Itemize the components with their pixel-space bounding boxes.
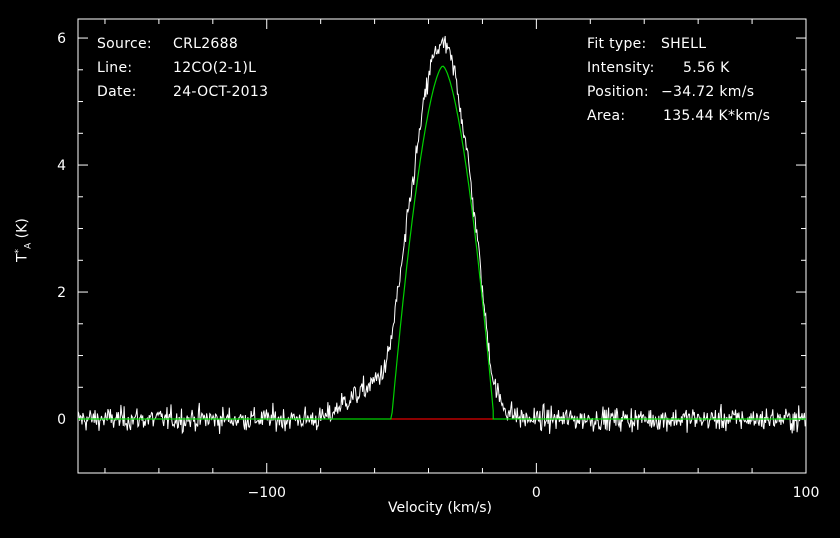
x-tick-label: 0 (532, 485, 541, 501)
y-tick-label: 2 (57, 285, 66, 301)
x-tick-label: −100 (248, 485, 286, 501)
x-axis-label: Velocity (km/s) (387, 500, 493, 516)
info-line: Line: 12CO(2-1)L (97, 60, 257, 76)
info-date: Date: 24-OCT-2013 (97, 84, 269, 100)
info-area: Area: 135.44 K*km/s (587, 108, 771, 124)
spectrum-line (78, 35, 806, 435)
y-tick-label: 0 (57, 412, 66, 428)
fit-line (78, 65, 806, 420)
info-intensity: Intensity: 5.56 K (587, 60, 730, 76)
y-tick-label: 4 (57, 158, 66, 174)
info-source: Source: CRL2688 (97, 36, 239, 52)
y-axis-label: T*A (K) (14, 218, 34, 262)
y-tick-label: 6 (57, 31, 66, 47)
info-position: Position: −34.72 km/s (587, 84, 755, 100)
x-tick-label: 100 (793, 485, 820, 501)
info-fit-type: Fit type: SHELL (587, 36, 707, 52)
plot-frame (77, 18, 807, 474)
